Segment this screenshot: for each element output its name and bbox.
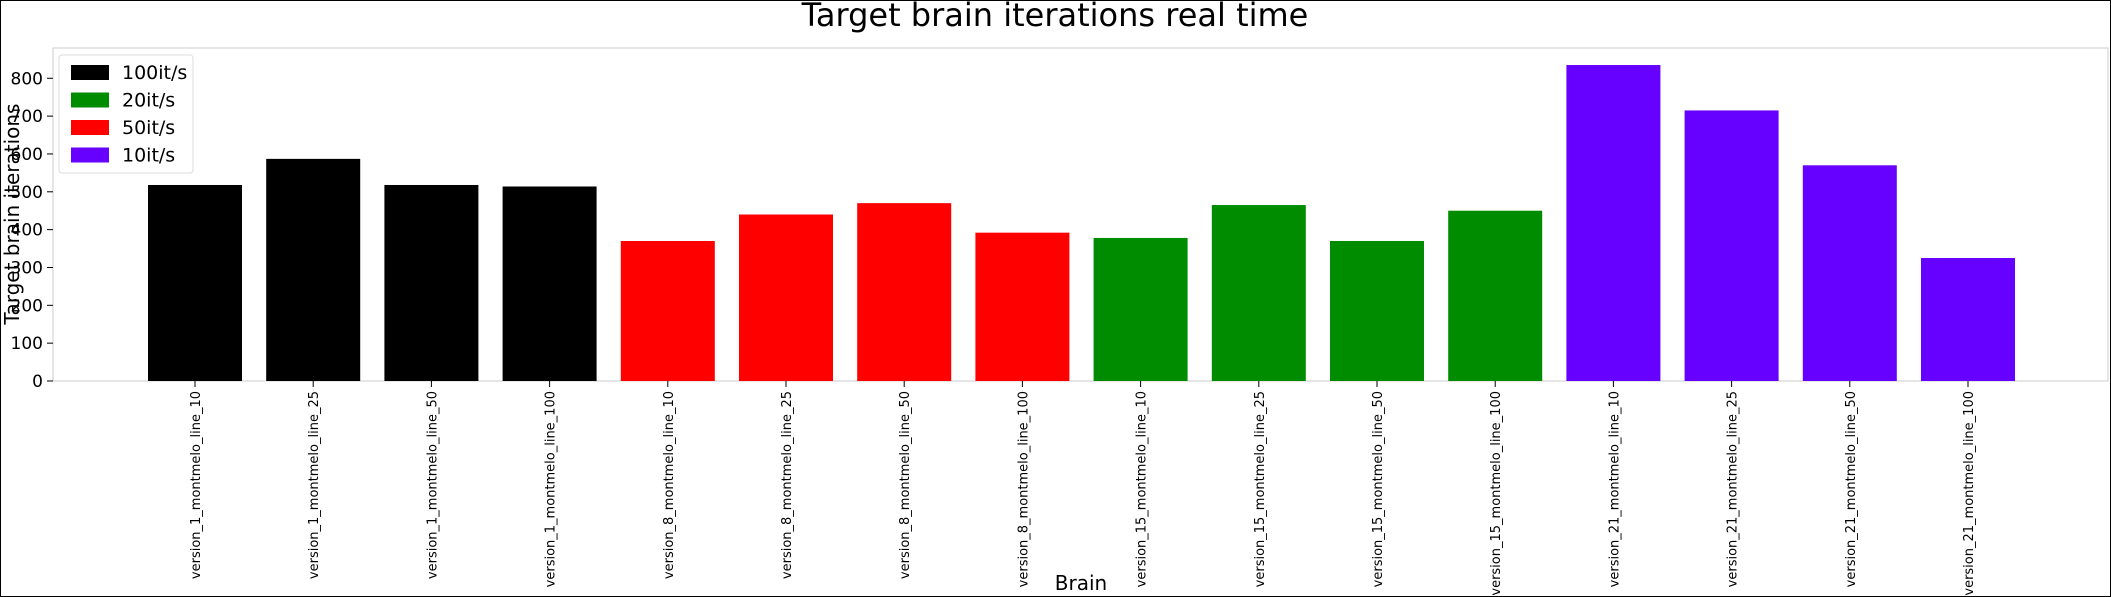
bar <box>1211 205 1306 381</box>
x-axis: version_1_montmelo_line_10 version_1_mont… <box>189 381 1977 596</box>
x-tick-label: version_8_montmelo_line_50 <box>898 391 913 579</box>
chart-title: Target brain iterations real time <box>801 1 1309 34</box>
bar <box>1448 210 1543 381</box>
bar <box>857 203 952 381</box>
y-tick-label: 500 <box>11 183 43 203</box>
legend-frame <box>58 54 194 174</box>
bar <box>739 214 833 381</box>
bar <box>266 158 361 381</box>
x-tick-label: version_21_montmelo_line_50 <box>1844 391 1859 587</box>
bar <box>1566 65 1661 381</box>
y-tick-label: 700 <box>11 107 43 127</box>
bar <box>1093 237 1188 381</box>
x-tick-label: version_1_montmelo_line_100 <box>544 391 559 587</box>
y-tick-label: 800 <box>11 69 43 89</box>
bar <box>1330 240 1424 381</box>
x-tick-label: version_8_montmelo_line_100 <box>1016 391 1031 587</box>
x-tick-label: version_1_montmelo_line_10 <box>189 391 204 579</box>
y-tick-label: 0 <box>32 372 43 392</box>
y-tick-label: 600 <box>11 145 43 165</box>
legend-swatch <box>71 65 109 80</box>
legend-label: 50it/s <box>122 117 175 139</box>
x-tick-label: version_8_montmelo_line_10 <box>662 391 677 579</box>
bar <box>384 184 479 381</box>
legend-label: 100it/s <box>122 62 187 84</box>
x-tick-label: version_1_montmelo_line_50 <box>425 391 440 579</box>
legend-label: 10it/s <box>122 145 175 167</box>
x-tick-label: version_8_montmelo_line_25 <box>780 391 795 579</box>
y-tick-label: 400 <box>11 221 43 241</box>
x-tick-label: version_15_montmelo_line_100 <box>1489 391 1504 596</box>
bar <box>502 186 597 381</box>
x-tick-label: version_1_montmelo_line_25 <box>307 391 322 579</box>
legend-swatch <box>71 147 109 163</box>
x-tick-label: version_15_montmelo_line_25 <box>1253 391 1268 587</box>
bar <box>1684 110 1779 381</box>
x-tick-label: version_15_montmelo_line_10 <box>1135 391 1150 587</box>
legend: 100it/s 20it/s 50it/s 10it/s <box>58 54 194 174</box>
bars-group <box>148 65 2015 381</box>
bar <box>148 184 242 381</box>
y-axis: 0 100 200 300 400 500 600 700 800 <box>11 69 53 392</box>
y-tick-label: 100 <box>11 334 43 354</box>
legend-label: 20it/s <box>122 90 175 112</box>
x-tick-label: version_15_montmelo_line_50 <box>1371 391 1386 587</box>
y-axis-label: Target brain iterations <box>1 104 24 326</box>
bar <box>975 232 1070 381</box>
x-tick-label: version_21_montmelo_line_100 <box>1962 391 1977 596</box>
legend-swatch <box>71 92 109 108</box>
y-tick-label: 200 <box>11 296 43 316</box>
bar <box>620 240 715 381</box>
x-tick-label: version_21_montmelo_line_25 <box>1726 391 1741 587</box>
plot-area <box>52 47 2109 382</box>
legend-swatch <box>71 120 109 135</box>
bar <box>1802 165 1897 381</box>
x-tick-label: version_21_montmelo_line_10 <box>1607 391 1622 587</box>
bar <box>1921 258 2015 381</box>
y-tick-label: 300 <box>11 258 43 278</box>
x-axis-label: Brain <box>1055 571 1107 595</box>
